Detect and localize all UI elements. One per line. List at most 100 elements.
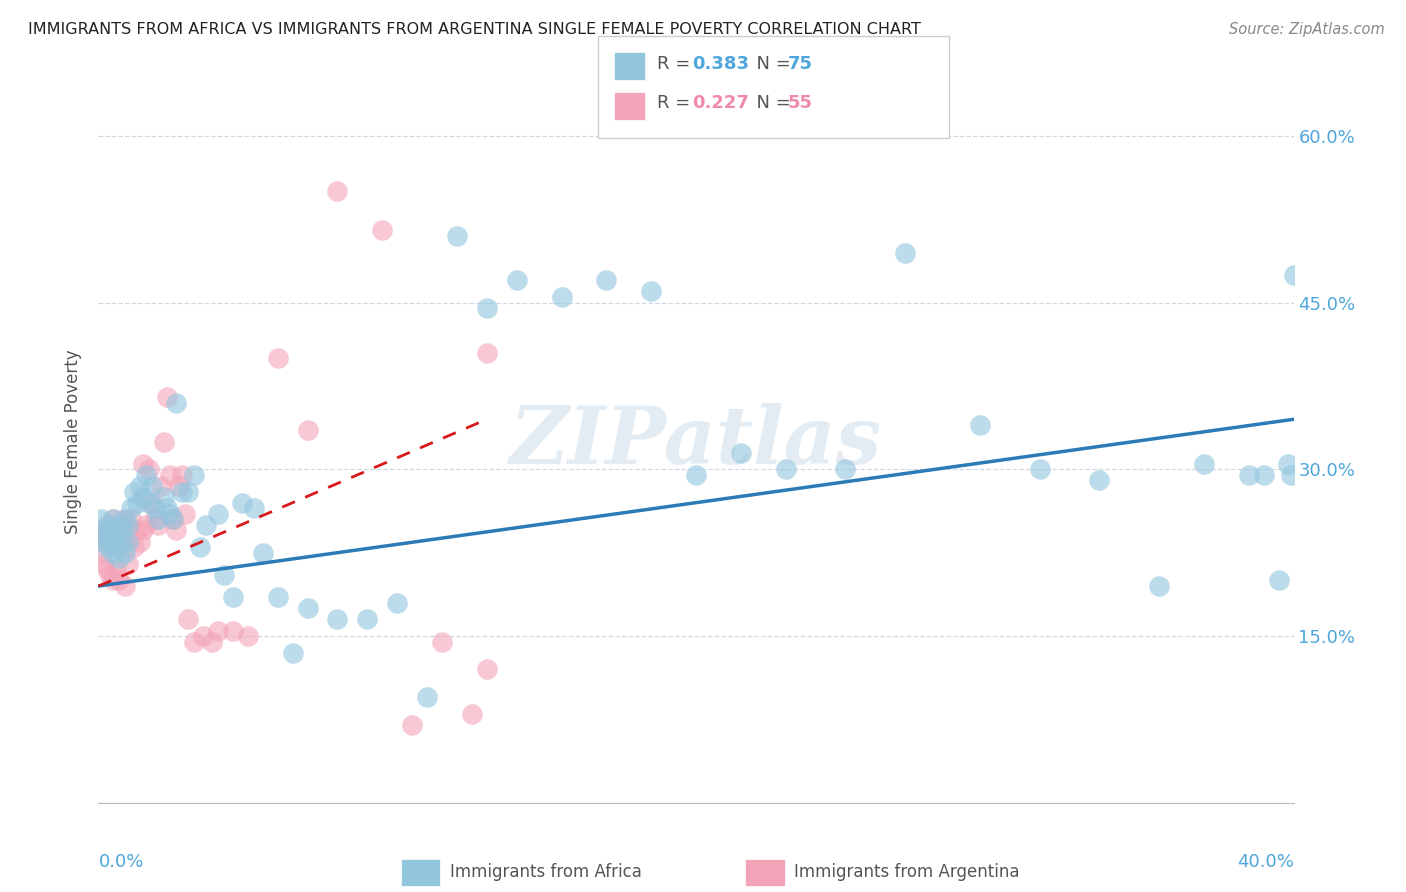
Point: [96, 517, 118, 532]
Point: [105, 529, 128, 543]
Point: [165, 395, 187, 409]
Point: [111, 534, 134, 549]
Point: [401, 718, 423, 732]
Point: [165, 524, 187, 538]
Text: 0.227: 0.227: [692, 94, 748, 112]
Text: Immigrants from Argentina: Immigrants from Argentina: [794, 863, 1019, 881]
Point: [148, 512, 170, 526]
Point: [183, 634, 205, 648]
Point: [162, 512, 184, 526]
Point: [894, 245, 917, 260]
Point: [1237, 467, 1260, 482]
Text: Source: ZipAtlas.com: Source: ZipAtlas.com: [1229, 22, 1385, 37]
Point: [730, 445, 752, 459]
Point: [90, 524, 112, 538]
Point: [117, 524, 139, 538]
Point: [129, 534, 152, 549]
Point: [108, 551, 131, 566]
Point: [96, 534, 118, 549]
Point: [143, 501, 166, 516]
Point: [188, 540, 211, 554]
Point: [1282, 268, 1305, 282]
Text: 55: 55: [787, 94, 813, 112]
Point: [143, 512, 166, 526]
Point: [236, 629, 259, 643]
Point: [127, 524, 149, 538]
Point: [1088, 474, 1111, 488]
Text: N =: N =: [745, 94, 797, 112]
Point: [141, 479, 163, 493]
Text: Immigrants from Africa: Immigrants from Africa: [450, 863, 641, 881]
Point: [416, 690, 439, 705]
Point: [98, 517, 122, 532]
Point: [108, 517, 131, 532]
Point: [117, 534, 139, 549]
Point: [1192, 457, 1215, 471]
Point: [114, 579, 136, 593]
Point: [475, 345, 498, 359]
Point: [90, 546, 112, 560]
Point: [1147, 579, 1170, 593]
Text: 0.0%: 0.0%: [98, 854, 143, 871]
Point: [195, 517, 218, 532]
Point: [105, 540, 128, 554]
Point: [281, 646, 304, 660]
Point: [159, 507, 181, 521]
Point: [775, 462, 797, 476]
Point: [132, 490, 155, 504]
Point: [156, 501, 179, 516]
Point: [114, 512, 136, 526]
Y-axis label: Single Female Poverty: Single Female Poverty: [65, 350, 83, 533]
Point: [172, 484, 194, 499]
Point: [506, 273, 529, 287]
Point: [96, 562, 118, 576]
Point: [177, 484, 200, 499]
Point: [120, 501, 142, 516]
Point: [297, 424, 319, 438]
Point: [114, 546, 136, 560]
Point: [191, 629, 214, 643]
Point: [222, 590, 245, 604]
Point: [98, 568, 122, 582]
Point: [93, 529, 115, 543]
Point: [685, 467, 707, 482]
Point: [138, 496, 160, 510]
Point: [135, 517, 157, 532]
Point: [222, 624, 245, 638]
Point: [93, 524, 115, 538]
Point: [114, 512, 136, 526]
Point: [103, 574, 125, 588]
Point: [177, 612, 200, 626]
Point: [103, 512, 125, 526]
Point: [117, 557, 139, 571]
Point: [93, 534, 115, 549]
Text: R =: R =: [657, 55, 696, 73]
Point: [207, 507, 229, 521]
Point: [461, 706, 484, 721]
Point: [98, 534, 122, 549]
Point: [127, 496, 149, 510]
Point: [103, 512, 125, 526]
Point: [297, 601, 319, 615]
Point: [183, 467, 205, 482]
Point: [141, 496, 163, 510]
Point: [1028, 462, 1050, 476]
Point: [371, 223, 394, 237]
Point: [834, 462, 856, 476]
Point: [231, 496, 253, 510]
Point: [153, 490, 176, 504]
Point: [148, 517, 170, 532]
Point: [124, 484, 146, 499]
Point: [243, 501, 266, 516]
Point: [159, 467, 181, 482]
Point: [120, 512, 142, 526]
Point: [1253, 467, 1275, 482]
Text: ZIPatlas: ZIPatlas: [510, 403, 882, 480]
Point: [156, 390, 179, 404]
Point: [105, 562, 128, 576]
Point: [135, 467, 157, 482]
Point: [475, 301, 498, 315]
Point: [172, 467, 194, 482]
Point: [129, 479, 152, 493]
Point: [969, 417, 991, 432]
